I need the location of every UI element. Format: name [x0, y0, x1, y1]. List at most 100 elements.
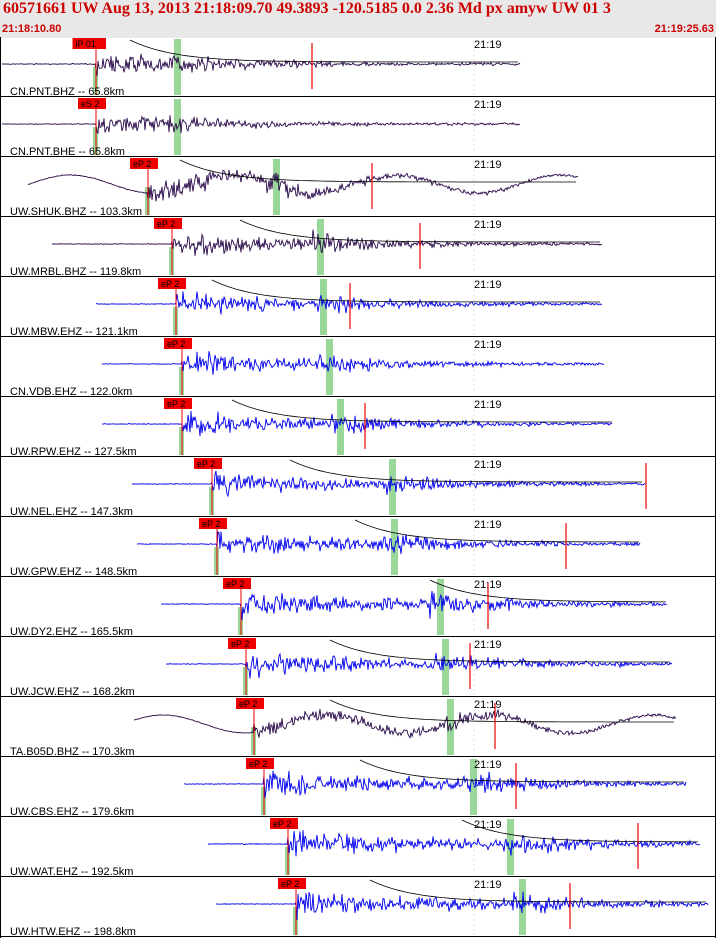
coda-curve [211, 279, 600, 303]
trace-row: eP 2 21:19 UW.NEL.EHZ -- 147.3km [0, 458, 716, 518]
end-time: 21:19:25.63 [654, 23, 714, 35]
station-label: UW.JCW.EHZ -- 168.2km [10, 686, 135, 698]
minute-label: 21:19 [474, 579, 502, 591]
station-label: UW.WAT.EHZ -- 192.5km [10, 866, 133, 878]
waveform [215, 891, 709, 920]
waveform [165, 652, 673, 679]
minute-label: 21:19 [474, 639, 502, 651]
trace-row: eP 2 21:19 UW.GPW.EHZ -- 148.5km [0, 518, 716, 578]
pick-label: eP 2 [249, 759, 267, 769]
s-window [174, 39, 181, 95]
pick-flag [228, 638, 256, 649]
event-title: 60571661 UW Aug 13, 2013 21:18:09.70 49.… [3, 0, 611, 17]
trace-row: eP 2 21:19 UW.DY2.EHZ -- 165.5km [0, 578, 716, 638]
waveform [1, 115, 520, 135]
station-label: CN.PNT.BHE -- 65.8km [10, 146, 125, 158]
waveform [160, 590, 668, 620]
trace-row: eS 2 21:19 CN.PNT.BHE -- 65.8km [0, 98, 716, 158]
s-window [470, 759, 477, 815]
trace-row: iP 01 21:19 CN.PNT.BHZ -- 65.8km [0, 38, 716, 98]
minute-label: 21:19 [474, 879, 502, 891]
s-window [507, 819, 514, 875]
trace-row: eP 2 21:19 UW.MBW.EHZ -- 121.1km [0, 278, 716, 338]
coda-curve [369, 879, 706, 903]
pick-flag [223, 578, 251, 589]
waveform [133, 708, 677, 739]
trace-row: eP 2 21:19 TA.B05D.BHZ -- 170.3km [0, 698, 716, 758]
waveform [101, 351, 605, 375]
station-label: UW.MBW.EHZ -- 121.1km [10, 326, 138, 338]
minute-label: 21:19 [474, 399, 502, 411]
pick-flag [194, 458, 222, 469]
pick-label: eP 2 [202, 519, 220, 529]
station-label: UW.RPW.EHZ -- 127.5km [10, 446, 137, 458]
pick-flag [158, 278, 186, 289]
coda-curve [231, 399, 612, 423]
coda-curve [359, 759, 684, 783]
coda-curve [289, 459, 642, 483]
waveform [136, 530, 641, 554]
waveform [95, 291, 603, 315]
station-label: UW.NEL.EHZ -- 147.3km [10, 506, 133, 518]
pick-flag [164, 398, 192, 409]
event-header: 60571661 UW Aug 13, 2013 21:18:09.70 49.… [0, 0, 716, 38]
waveform [1, 53, 521, 76]
pick-label: eP 2 [161, 279, 179, 289]
s-window [320, 279, 327, 335]
pick-label: eP 2 [273, 819, 291, 829]
trace-row: eP 2 21:19 UW.MRBL.BHZ -- 119.8km [0, 218, 716, 278]
pick-label: eP 2 [157, 219, 175, 229]
pick-label: eP 2 [167, 399, 185, 409]
s-window [273, 159, 280, 215]
coda-curve [179, 159, 576, 183]
pick-label: eP 2 [239, 699, 257, 709]
s-window [442, 639, 449, 695]
s-window [437, 579, 444, 635]
start-time: 21:18:10.80 [2, 23, 62, 35]
trace-row: eP 2 21:19 UW.SHUK.BHZ -- 103.3km [0, 158, 716, 218]
trace-row: eP 2 21:19 UW.RPW.EHZ -- 127.5km [0, 398, 716, 458]
station-label: CN.VDB.EHZ -- 122.0km [10, 386, 132, 398]
pick-label: eP 2 [231, 639, 249, 649]
pick-flag [278, 878, 306, 889]
pick-label: eP 2 [197, 459, 215, 469]
trace-row: eP 2 21:19 UW.JCW.EHZ -- 168.2km [0, 638, 716, 698]
station-label: CN.PNT.BHZ -- 65.8km [10, 86, 124, 98]
station-label: TA.B05D.BHZ -- 170.3km [10, 746, 135, 758]
station-label: UW.DY2.EHZ -- 165.5km [10, 626, 133, 638]
coda-curve [329, 699, 674, 723]
minute-label: 21:19 [474, 339, 502, 351]
pick-flag [270, 818, 298, 829]
trace-row: eP 2 21:19 UW.HTW.EHZ -- 198.8km [0, 878, 716, 938]
pick-label: eP 2 [167, 339, 185, 349]
waveform [27, 169, 579, 202]
waveform [51, 229, 603, 256]
pick-flag [236, 698, 264, 709]
minute-label: 21:19 [474, 159, 502, 171]
waveform [207, 830, 701, 857]
coda-curve [129, 39, 518, 63]
minute-label: 21:19 [474, 39, 502, 51]
minute-label: 21:19 [474, 759, 502, 771]
pick-flag [130, 158, 158, 169]
station-label: UW.CBS.EHZ -- 179.6km [10, 806, 134, 818]
pick-flag [199, 518, 227, 529]
waveform [131, 470, 646, 498]
trace-row: eP 2 21:19 UW.CBS.EHZ -- 179.6km [0, 758, 716, 818]
pick-flag [154, 218, 182, 229]
minute-label: 21:19 [474, 699, 502, 711]
pick-label: eP 2 [281, 879, 299, 889]
pick-label: eP 2 [226, 579, 244, 589]
coda-curve [461, 819, 698, 843]
station-label: UW.SHUK.BHZ -- 103.3km [10, 206, 142, 218]
minute-label: 21:19 [474, 519, 502, 531]
coda-curve [354, 519, 639, 543]
waveform [101, 410, 613, 437]
pick-label: eP 2 [133, 159, 151, 169]
minute-label: 21:19 [474, 279, 502, 291]
s-window [389, 459, 396, 515]
s-window [337, 399, 344, 455]
pick-flag [72, 38, 106, 49]
minute-label: 21:19 [474, 219, 502, 231]
